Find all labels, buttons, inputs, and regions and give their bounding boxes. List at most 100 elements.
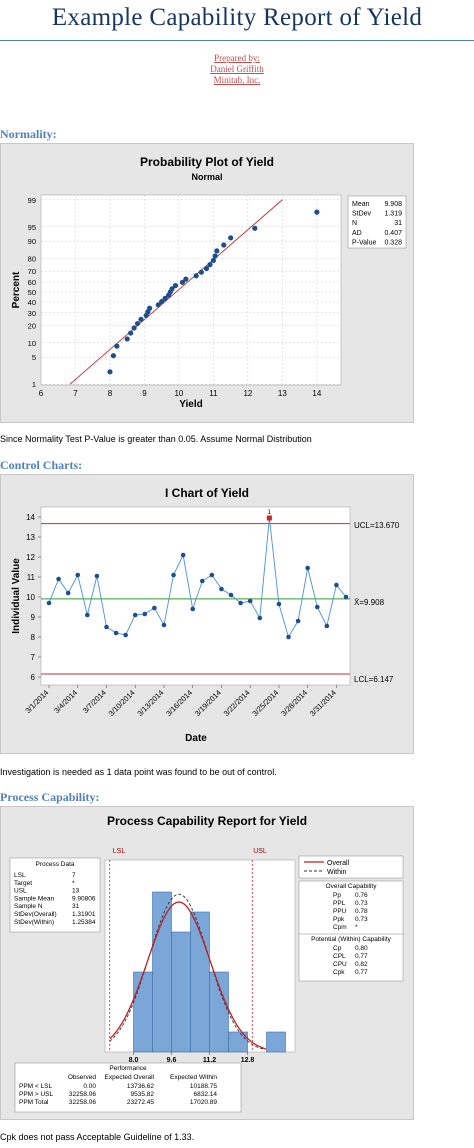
- prob-data-point: [159, 299, 165, 305]
- performance-cell: 17020.89: [190, 1099, 217, 1106]
- ichart-data-point: [257, 615, 263, 621]
- process-data-value: 1.25384: [72, 919, 96, 926]
- within-capability-title: Potential (Within) Capability: [311, 936, 392, 943]
- performance-cell: PPM Total: [19, 1099, 49, 1106]
- cap-x-tick-label: 9.6: [167, 1057, 177, 1064]
- process-data-value: *: [72, 880, 75, 887]
- prob-data-point: [131, 325, 137, 331]
- ichart-x-tick-label: 3/13/2014: [135, 688, 165, 718]
- histogram-bar: [266, 1031, 286, 1053]
- control-chart-panel: I Chart of Yield 6 7 8 9 10 11 12 13 14 3/1/2014 3…: [0, 474, 414, 754]
- ichart-y-tick-label: 10: [26, 593, 35, 602]
- prob-data-point: [155, 302, 161, 308]
- ichart-x-tick-label: 3/25/2014: [250, 688, 280, 718]
- ichart-data-point: [142, 611, 148, 617]
- overall-capability-title: Overall Capability: [326, 883, 378, 890]
- prob-y-tick-label: 95: [28, 223, 36, 232]
- ichart-data-point: [209, 572, 215, 578]
- ichart-data-point: [228, 592, 234, 598]
- lsl-label: LSL: [113, 848, 126, 855]
- prob-stat-value: 1.319: [384, 211, 402, 218]
- performance-cell: 6832.14: [194, 1091, 218, 1098]
- prob-y-axis-label: Percent: [11, 271, 22, 308]
- process-data-value: 13: [72, 888, 80, 895]
- within-capability-value: 0.77: [355, 953, 368, 960]
- prob-y-tick-label: 99: [28, 196, 36, 205]
- prob-data-point: [124, 336, 130, 342]
- ichart-x-tick-label: 3/19/2014: [193, 688, 223, 718]
- control-note: Investigation is needed as 1 data point …: [0, 767, 277, 777]
- overall-capability-label: Cpm: [333, 924, 347, 931]
- ichart-data-point: [286, 634, 291, 640]
- prob-chart-subtitle: Normal: [191, 172, 222, 182]
- prob-data-point: [252, 225, 258, 231]
- overall-capability-label: PPU: [333, 908, 347, 915]
- ichart-x-tick-label: 3/4/2014: [52, 688, 79, 715]
- histogram-bar: [171, 931, 191, 1053]
- prob-data-point: [114, 343, 120, 349]
- prob-data-point: [138, 316, 144, 322]
- cap-x-tick-label: 12.8: [241, 1057, 255, 1064]
- capability-panel: Process Capability Report for Yield 8.0 9…: [0, 806, 414, 1120]
- ichart-y-tick-label: 9: [31, 613, 36, 622]
- normality-heading: Normality:: [0, 127, 57, 141]
- ichart-data-point: [132, 612, 138, 618]
- prob-fit-line: [69, 199, 283, 385]
- performance-cell: 23272.45: [127, 1099, 154, 1106]
- ichart-y-tick-label: 14: [26, 513, 35, 522]
- overall-capability-value: 0.73: [355, 900, 368, 907]
- prob-y-tick-label: 70: [28, 267, 36, 276]
- ichart-data-point: [113, 630, 119, 636]
- prob-y-tick-label: 20: [28, 321, 36, 330]
- process-data-table: LSL 7 Target * USL 13 Sample Mean 9.90806 Sample…: [14, 872, 96, 926]
- ichart-data-point: [104, 624, 109, 630]
- normality-note: Since Normality Test P-Value is greater …: [0, 434, 312, 444]
- within-capability-table: Cp 0.80 CPL 0.77 CPU 0.82 Cpk 0.77: [333, 945, 368, 976]
- prob-x-tick-label: 10: [174, 389, 183, 398]
- prob-data-point: [183, 276, 189, 282]
- capability-note: Cpk does not pass Acceptable Guideline o…: [0, 1132, 195, 1142]
- ichart-x-tick-label: 3/31/2014: [308, 688, 338, 718]
- histogram-bar: [152, 891, 172, 1053]
- prob-x-tick-label: 11: [209, 389, 218, 398]
- prob-data-point: [110, 353, 117, 359]
- ichart-data-point: [334, 582, 339, 588]
- within-capability-label: Cp: [333, 945, 342, 952]
- within-capability-label: CPU: [333, 961, 347, 968]
- ichart-data-point: [161, 622, 167, 628]
- overall-capability-value: *: [355, 924, 358, 931]
- prob-y-tick-label: 50: [28, 288, 36, 297]
- process-data-label: Sample N: [14, 903, 43, 910]
- prob-plot-area: [40, 194, 342, 386]
- prob-y-tick-label: 30: [28, 309, 36, 318]
- lcl-label: LCL=6.147: [354, 675, 394, 684]
- within-capability-label: Cpk: [333, 969, 345, 976]
- capability-report: Process Capability Report for Yield 8.0 9…: [9, 814, 404, 1113]
- prob-y-tick-label: 60: [28, 278, 36, 287]
- within-capability-value: 0.82: [355, 961, 368, 968]
- ichart-x-tick-label: 3/28/2014: [279, 688, 309, 718]
- process-data-value: 31: [72, 903, 80, 910]
- within-curve: [109, 893, 266, 1051]
- legend-within-label: Within: [327, 869, 347, 876]
- ichart-x-tick-label: 3/22/2014: [222, 688, 252, 718]
- performance-cell: PPM > USL: [19, 1091, 54, 1098]
- prob-stat-value: 0.407: [384, 230, 402, 237]
- prob-gridlines: [40, 195, 341, 385]
- ichart-data-point: [180, 552, 186, 558]
- prob-stats-table: Mean 9.908 StDev 1.319 N 31 AD 0.407 P-Value 0.32…: [352, 201, 402, 246]
- probability-plot-panel: Probability Plot of Yield Normal 6 7 8 9 10 1…: [0, 143, 414, 423]
- prob-x-axis-label: Yield: [179, 399, 203, 410]
- ichart-data-point: [247, 598, 253, 604]
- ichart-data-point: [276, 601, 282, 607]
- prepared-by-line: Prepared by:: [214, 53, 260, 63]
- prob-stat-label: P-Value: [352, 239, 376, 246]
- ichart-data-point: [295, 618, 301, 624]
- prob-stat-value: 0.328: [384, 239, 402, 246]
- ucl-label: UCL=13.670: [354, 521, 400, 530]
- overall-capability-table: Pp 0.76 PPL 0.73 PPU 0.78 Ppk 0.73 Cpm *: [333, 892, 368, 931]
- prob-data-point: [147, 305, 153, 311]
- ichart-x-tick-label: 3/1/2014: [23, 688, 50, 715]
